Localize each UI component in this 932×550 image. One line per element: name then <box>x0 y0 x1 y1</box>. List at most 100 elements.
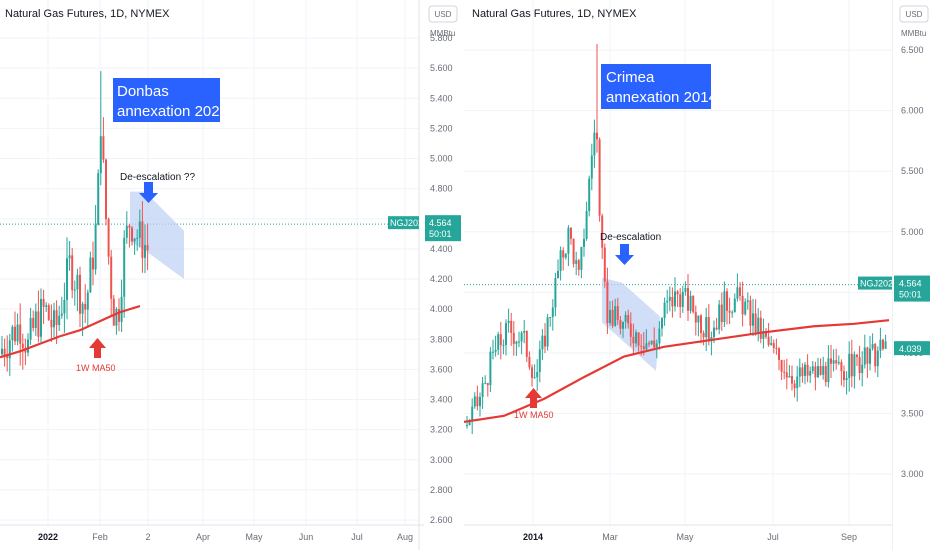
deescalation-channel-left <box>130 191 184 279</box>
candle-body-right <box>876 350 879 367</box>
candle-body-left <box>21 343 24 349</box>
y-tick-right: 5.500 <box>901 166 924 176</box>
up-arrow-red-right <box>525 388 542 408</box>
y-tick-left: 4.400 <box>430 244 453 254</box>
candle-body-right <box>596 132 598 140</box>
candle-body-right <box>520 332 523 342</box>
y-tick-left: 2.800 <box>430 485 453 495</box>
x-tick-left: May <box>245 532 263 542</box>
donbas-annotation-line1: Donbas <box>117 83 169 100</box>
candle-body-right <box>570 227 572 239</box>
chart-title-right: Natural Gas Futures, 1D, NYMEX <box>472 8 637 20</box>
candle-body-right <box>811 366 814 372</box>
up-arrow-red-left <box>89 338 106 358</box>
x-tick-right: 2014 <box>523 532 543 542</box>
candle-body-right <box>499 334 502 346</box>
candle-body-right <box>700 315 702 333</box>
chart-svg-right: Natural Gas Futures, 1D, NYMEX 2014 Mar Ma… <box>464 0 892 550</box>
candle-body-left <box>131 227 133 242</box>
price-axis-left[interactable]: USD MMBtu 5.800 5.600 5.400 5.200 5.000 4.800… <box>424 0 464 550</box>
candle-body-right <box>466 425 468 427</box>
candle-body-left <box>125 225 128 238</box>
candle-body-right <box>707 317 710 342</box>
y-tick-left: 5.600 <box>430 63 453 73</box>
y-tick-left: 3.800 <box>430 334 453 344</box>
candle-body-right <box>642 346 645 350</box>
candle-body-left <box>141 221 144 258</box>
candle-body-left <box>68 255 71 259</box>
y-tick-left: 3.600 <box>430 364 453 374</box>
candle-body-right <box>832 360 835 364</box>
candle-body-right <box>523 331 526 333</box>
candle-body-right <box>564 253 567 258</box>
candle-body-left <box>146 245 149 251</box>
y-tick-left: 3.400 <box>430 395 453 405</box>
candle-body-right <box>559 250 562 271</box>
candle-body-right <box>720 304 723 323</box>
candle-body-right <box>791 376 793 384</box>
candle-body-left <box>123 237 126 297</box>
candle-body-right <box>843 371 845 381</box>
candle-body-left <box>8 340 11 359</box>
candle-body-right <box>486 383 489 386</box>
candle-body-right <box>507 320 510 323</box>
price-axis-right[interactable]: USD MMBtu 6.5006.0005.5005.0004.5004.000… <box>892 0 932 550</box>
unit-left: MMBtu <box>430 29 455 38</box>
candle-body-right <box>544 335 546 347</box>
candle-body-right <box>655 343 658 348</box>
deescalation-label-left: De-escalation ?? <box>120 172 195 183</box>
candle-body-right <box>554 278 557 308</box>
candle-body-right <box>515 341 518 344</box>
price-tag-value-right: 4.564 <box>899 279 922 289</box>
candle-body-left <box>76 274 79 290</box>
price-tag-left: NGJ2022 <box>388 216 424 230</box>
y-tick-left: 3.000 <box>430 455 453 465</box>
candle-body-right <box>814 366 817 378</box>
candle-body-right <box>819 366 822 375</box>
candle-body-right <box>754 313 757 333</box>
candle-body-left <box>58 315 61 326</box>
candle-body-left <box>42 298 45 307</box>
candle-body-left <box>66 258 68 300</box>
candle-body-right <box>731 312 734 314</box>
currency-box-right[interactable] <box>899 5 929 23</box>
candle-body-right <box>635 332 637 344</box>
candle-body-right <box>861 364 864 374</box>
x-tick-left: Apr <box>196 532 210 542</box>
price-tag-right: NGJ2022 <box>858 276 892 290</box>
y-tick-left: 2.600 <box>430 515 453 525</box>
candle-body-left <box>11 326 14 341</box>
candle-body-right <box>632 336 635 344</box>
candle-body-right <box>718 304 721 330</box>
chart-panel-crimea: Natural Gas Futures, 1D, NYMEX 2014 Mar Ma… <box>464 0 892 550</box>
candle-body-right <box>518 341 520 343</box>
deescalation-label-right: De-escalation <box>600 232 661 243</box>
candle-body-right <box>778 348 780 361</box>
candle-body-left <box>107 219 110 257</box>
x-tick-left: Feb <box>92 532 108 542</box>
candle-body-left <box>102 136 105 160</box>
candle-body-right <box>583 238 585 247</box>
candle-body-right <box>845 378 848 381</box>
ma50-line-left <box>0 305 141 359</box>
candle-body-right <box>590 155 593 179</box>
y-tick-right: 3.000 <box>901 469 924 479</box>
candle-body-right <box>874 344 877 367</box>
candle-body-left <box>45 305 48 307</box>
candle-body-right <box>497 334 500 350</box>
candle-body-left <box>81 303 84 314</box>
candle-body-right <box>658 328 661 344</box>
candle-body-right <box>687 287 689 311</box>
candle-body-right <box>788 376 791 378</box>
candle-body-right <box>614 306 617 326</box>
candle-body-right <box>611 309 614 326</box>
currency-box-left[interactable] <box>428 5 458 23</box>
candle-body-right <box>723 291 726 323</box>
candle-body-right <box>525 331 528 357</box>
x-tick-left: Aug <box>397 532 413 542</box>
candle-body-right <box>489 351 492 386</box>
price-axis-left-svg: USD MMBtu 5.800 5.600 5.400 5.200 5.000 4.800… <box>424 0 464 550</box>
candle-body-left <box>112 298 115 326</box>
candle-body-right <box>546 317 549 347</box>
candle-body-right <box>879 339 882 351</box>
